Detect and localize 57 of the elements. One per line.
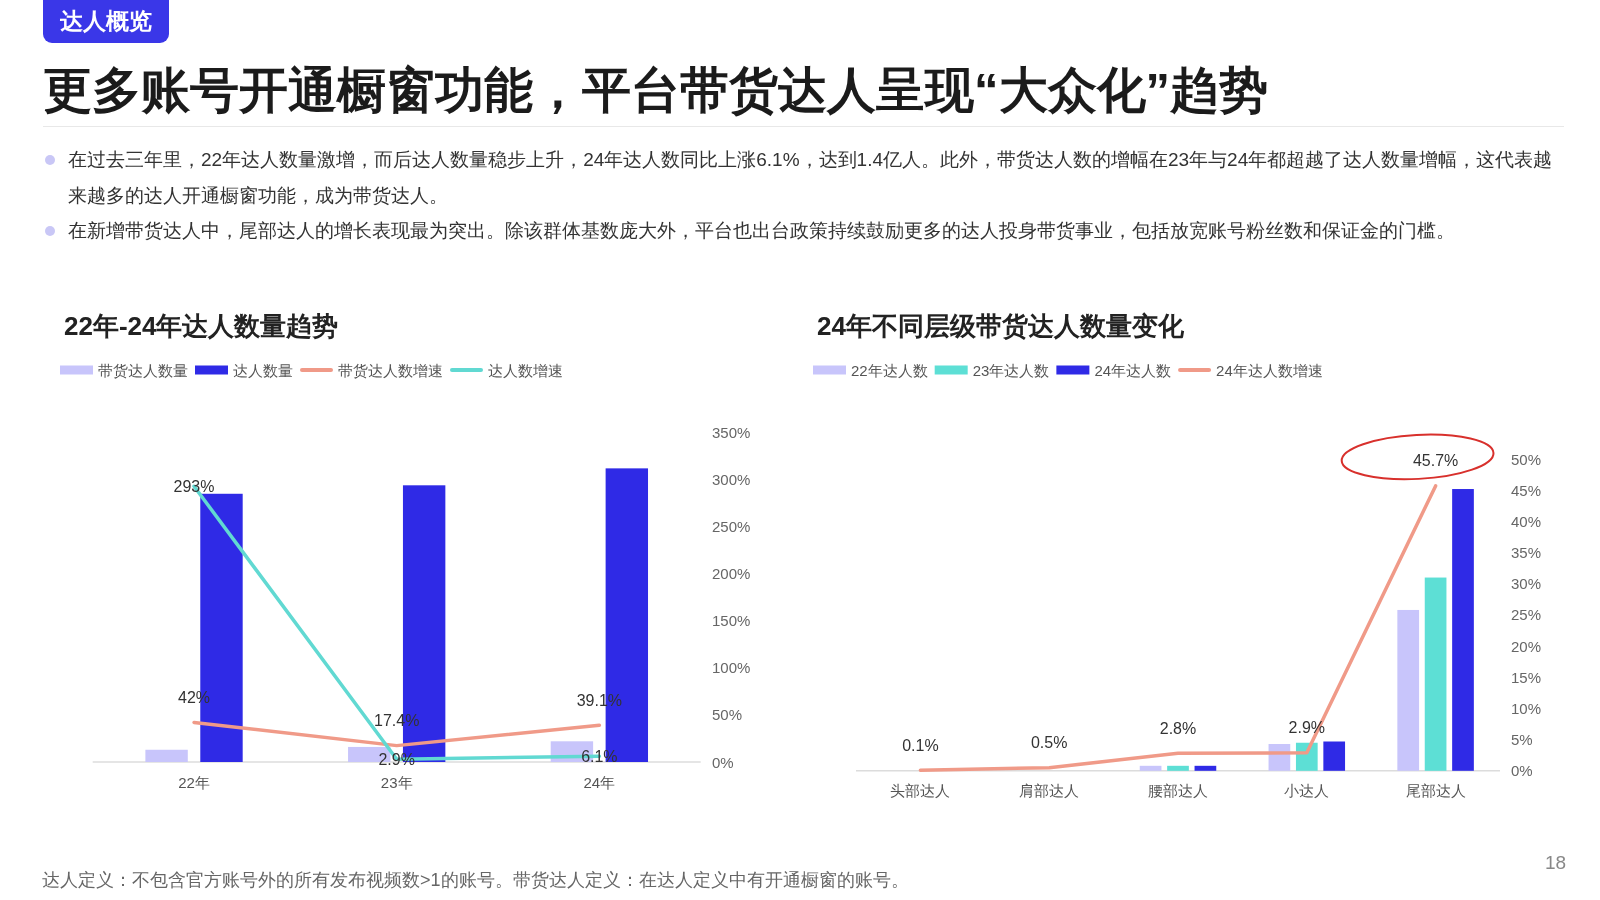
y-tick-label: 50% [1511,450,1542,468]
bar [1194,765,1217,771]
legend-label: 23年达人数 [972,361,1050,379]
text: 达人概览 [43,0,169,43]
data-label: 293% [173,477,215,495]
y-tick-label: 45% [1511,481,1542,499]
y-tick-label: 0% [1511,762,1533,780]
x-tick-label: 肩部达人 [1019,781,1080,799]
bar [1424,577,1447,771]
bar [1323,741,1346,771]
y-tick-label: 0% [712,753,734,771]
text: 在新增带货达人中，尾部达人的增长表现最为突出。除该群体基数庞大外，平台也出台政策持续鼓励更多的达人投身带货事业，包括放宽账号粉丝数和保证金的门槛。 [68,220,1455,241]
legend-label: 达人数量 [233,361,293,379]
data-label: 6.1% [581,747,618,765]
data-label: 2.8% [1159,719,1197,737]
bar [145,749,188,762]
bar [1452,489,1474,771]
y-tick-label: 250% [712,518,751,536]
text: 18 [1545,851,1567,875]
x-tick-label: 尾部达人 [1405,781,1466,799]
y-tick-label: 350% [712,424,751,442]
x-tick-label: 头部达人 [890,781,951,799]
data-label: 0.1% [902,736,939,754]
x-tick-label: 22年 [178,773,210,791]
x-tick-label: 23年 [380,773,413,791]
y-tick-label: 40% [1511,512,1542,530]
y-tick-label: 35% [1511,544,1542,562]
y-tick-label: 5% [1511,731,1533,749]
legend-label: 24年达人数 [1094,361,1172,379]
chart-title: 24年不同层级带货达人数量变化 [817,311,1185,341]
chart-title: 22年-24年达人数量趋势 [64,311,339,341]
bar [1167,765,1189,771]
text: 更多账号开通橱窗功能，平台带货达人呈现“大众化”趋势 [43,60,1564,127]
y-tick-label: 20% [1511,637,1542,655]
y-tick-label: 100% [712,659,751,677]
legend-label: 24年达人数增速 [1216,361,1323,379]
data-label: 0.5% [1030,734,1068,752]
y-tick-label: 50% [712,706,743,724]
bar [1139,765,1162,771]
bar [1397,609,1420,771]
text: 达人定义：不包含官方账号外的所有发布视频数>1的账号。带货达人定义：在达人定义中有开通橱窗的账号。 [42,869,909,892]
y-tick-label: 200% [712,565,751,583]
legend-label: 22年达人数 [851,361,928,379]
y-tick-label: 15% [1511,668,1542,686]
x-tick-label: 24年 [583,773,616,791]
y-tick-label: 30% [1511,575,1542,593]
y-tick-label: 25% [1511,606,1542,624]
legend-label: 达人数增速 [488,361,563,379]
y-tick-label: 10% [1511,699,1542,717]
text: 在过去三年里，22年达人数量激增，而后达人数量稳步上升，24年达人数同比上涨6.1%，达到1.4亿人。此外，带货达人数的增幅在23年与24年都超越了达人数量增幅，这代表越来越多的达人开通橱窗功能，成为带货达人。 [68,149,1553,206]
data-label: 45.7% [1412,452,1459,470]
y-tick-label: 300% [712,471,751,489]
x-tick-label: 腰部达人 [1148,781,1208,799]
x-tick-label: 小达人 [1284,781,1330,799]
y-tick-label: 150% [712,612,751,630]
legend-label: 带货达人数增速 [338,361,443,379]
legend-label: 带货达人数量 [98,361,188,379]
